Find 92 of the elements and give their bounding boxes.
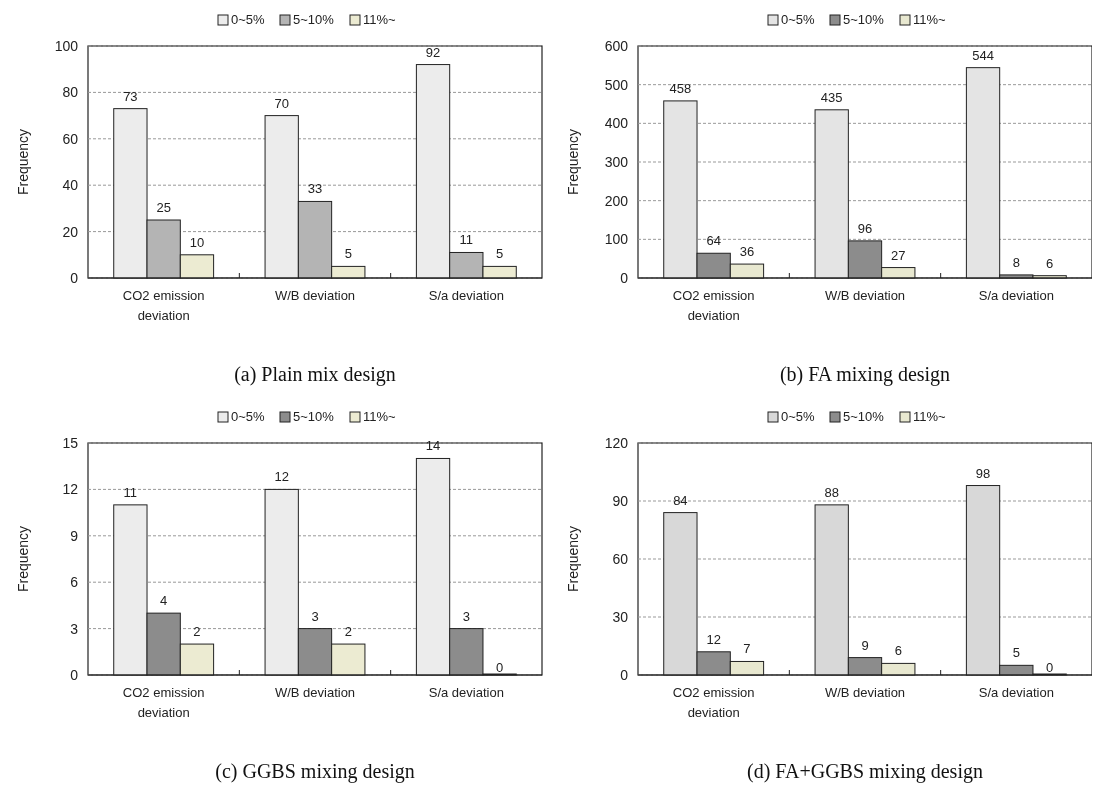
x-tick-label: CO2 emission deviation [672,288,755,323]
y-tick-label: 600 [604,37,629,54]
y-tick-label: 30 [612,608,629,625]
data-label: 0 [496,660,504,675]
y-tick-label: 100 [604,231,629,248]
data-label: 3 [462,608,470,624]
data-label: 96 [857,220,873,236]
data-label: 64 [706,233,721,249]
y-tick-label: 20 [62,223,79,240]
y-tick-label: 6 [70,574,79,591]
y-tick-label: 9 [70,527,79,544]
data-label: 88 [824,484,839,500]
y-tick-label: 90 [612,492,629,509]
data-label: 84 [673,492,688,508]
data-label: 458 [669,80,692,96]
legend-label: 11%~ [363,12,397,27]
data-label: 25 [156,200,171,215]
text: (c) GGBS mixing design [215,760,415,783]
data-label: 11 [123,484,138,500]
y-tick-label: 60 [62,130,79,147]
y-tick-label: 40 [62,177,79,194]
y-tick-label: 0 [620,269,629,286]
x-tick-label: CO2 emission deviation [122,288,205,323]
y-tick-label: 300 [604,153,629,170]
legend-label: 0~5% [781,12,816,27]
data-label: 10 [189,234,205,250]
data-label: 3 [311,608,319,624]
legend-label: 11%~ [913,12,947,27]
x-tick-label: S/a deviation [428,288,504,303]
data-label: 73 [123,88,138,104]
x-tick-label: S/a deviation [978,685,1054,700]
data-label: 33 [307,181,323,197]
y-tick-label: 12 [62,481,79,498]
x-tick-label: S/a deviation [978,288,1054,303]
legend-label: 5~10% [293,409,335,424]
data-label: 5 [496,246,504,262]
y-tick-label: 0 [70,269,79,286]
x-tick-label: W/B deviation [824,288,906,303]
legend-label: 5~10% [843,409,885,424]
x-tick-label: W/B deviation [274,288,356,303]
legend-label: 11%~ [363,409,397,424]
data-label: 98 [975,465,991,481]
data-label: 27 [891,247,906,263]
x-tick-label: W/B deviation [274,685,356,700]
y-tick-label: 120 [604,434,629,451]
y-tick-label: 3 [70,620,79,637]
data-label: 11 [459,232,474,248]
x-tick-label: S/a deviation [428,685,504,700]
y-tick-label: 60 [612,550,629,567]
data-label: 8 [1012,254,1020,270]
x-tick-label: CO2 emission deviation [672,685,755,720]
data-label: 9 [861,637,869,653]
data-label: 12 [274,469,289,485]
x-tick-label: CO2 emission deviation [122,685,205,720]
y-tick-label: 100 [54,37,79,54]
data-label: 4 [160,593,168,609]
y-tick-label: 0 [70,666,79,683]
y-axis-title: Frequency [565,128,581,196]
data-label: 544 [972,47,994,63]
text: (b) FA mixing design [779,363,951,386]
data-label: 36 [739,244,755,260]
y-tick-label: 500 [604,76,629,93]
data-label: 0 [1046,660,1054,675]
data-label: 435 [820,89,843,105]
legend-label: 5~10% [293,12,335,27]
x-tick-label: W/B deviation [824,685,906,700]
data-label: 14 [425,438,441,454]
y-tick-label: 80 [62,84,79,101]
legend-label: 11%~ [913,409,947,424]
y-tick-label: 200 [604,192,629,209]
y-axis-title: Frequency [15,525,31,593]
y-tick-label: 15 [62,434,79,451]
legend-label: 5~10% [843,12,885,27]
data-label: 5 [1012,645,1020,661]
legend-label: 0~5% [231,409,266,424]
data-label: 70 [274,95,289,111]
y-tick-label: 0 [620,666,629,683]
data-label: 12 [706,631,721,647]
text: (a) Plain mix design [234,363,396,386]
data-label: 2 [344,624,352,640]
y-axis-title: Frequency [15,128,31,196]
data-label: 6 [894,643,902,659]
y-tick-label: 400 [604,115,629,132]
legend-label: 0~5% [231,12,266,27]
data-label: 2 [193,624,201,640]
data-label: 92 [425,44,441,60]
data-label: 5 [344,246,352,262]
text: (d) FA+GGBS mixing design [747,760,983,783]
data-label: 7 [743,641,751,657]
y-axis-title: Frequency [565,525,581,593]
data-label: 6 [1046,255,1054,271]
legend-label: 0~5% [781,409,816,424]
